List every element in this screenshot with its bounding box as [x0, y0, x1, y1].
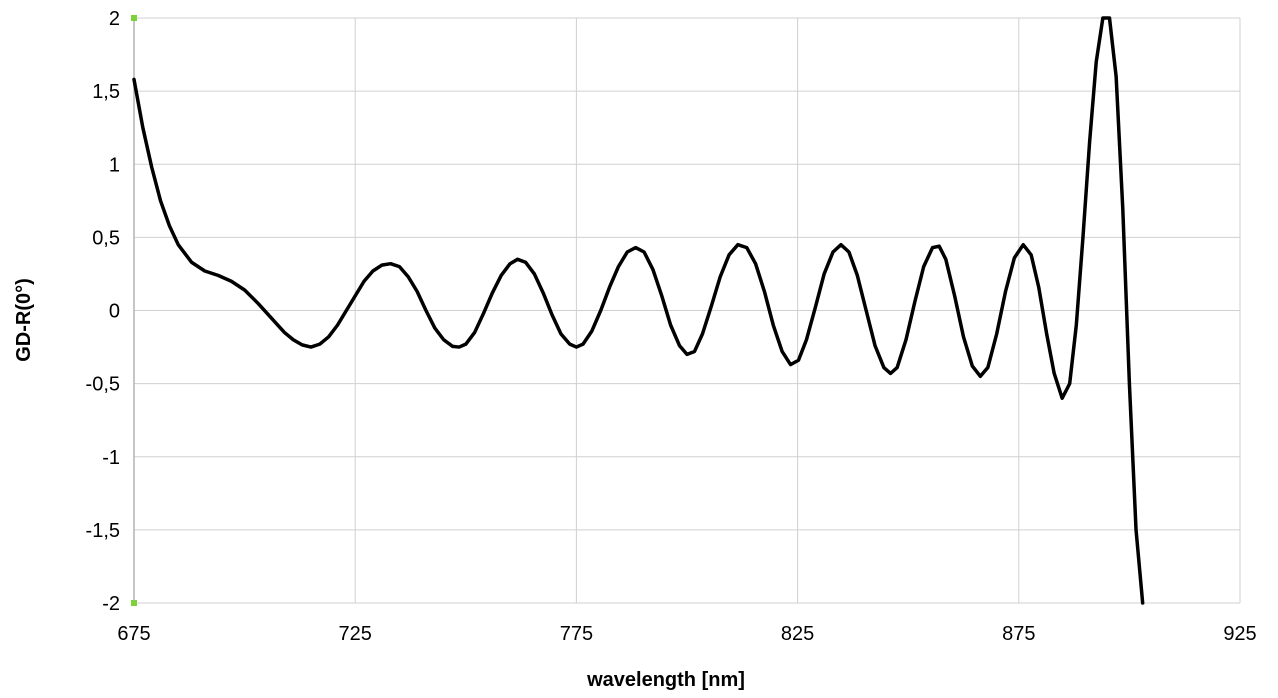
series-line	[132, 16, 1145, 605]
y-axis-ticks: 2 1,5 1 0,5 0 -0,5 -1 -1,5 -2	[86, 8, 120, 615]
x-tick-label: 725	[339, 623, 372, 645]
x-tick-label: 875	[1002, 623, 1035, 645]
x-tick-label: 925	[1223, 623, 1256, 645]
y-tick-label: 1,5	[92, 81, 120, 103]
y-tick-label: 2	[109, 8, 120, 30]
y-tick-label: 0	[109, 301, 120, 323]
x-tick-label: 775	[560, 623, 593, 645]
grid	[133, 17, 1241, 604]
axis-end-marker	[131, 600, 137, 606]
y-tick-label: 0,5	[92, 227, 120, 249]
x-axis-title: wavelength [nm]	[586, 669, 745, 691]
axis-end-marker	[131, 15, 137, 21]
y-axis-title: GD-R(0°)	[13, 278, 35, 362]
y-tick-label: -2	[102, 593, 120, 615]
axes	[131, 15, 137, 606]
y-tick-label: -1	[102, 447, 120, 469]
series-group	[132, 16, 1145, 605]
y-tick-label: -1,5	[86, 520, 120, 542]
x-axis-ticks: 675 725 775 825 875 925	[117, 623, 1256, 645]
x-tick-label: 825	[781, 623, 814, 645]
y-tick-label: 1	[109, 154, 120, 176]
y-tick-label: -0,5	[86, 374, 120, 396]
x-tick-label: 675	[117, 623, 150, 645]
